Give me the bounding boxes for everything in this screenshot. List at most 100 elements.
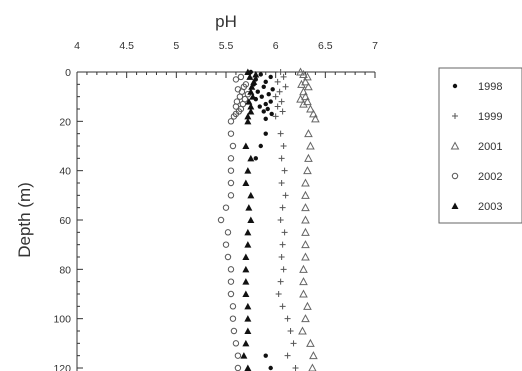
x-axis-label: pH <box>215 12 237 31</box>
point-2001 <box>301 215 310 224</box>
point-2002 <box>236 93 244 100</box>
point-2003 <box>244 327 252 334</box>
point-2002 <box>222 204 230 211</box>
point-2002 <box>230 113 238 120</box>
point-2003 <box>242 290 250 297</box>
point-2001 <box>299 277 308 286</box>
point-1998 <box>263 353 268 358</box>
point-2001 <box>301 77 310 86</box>
point-2001 <box>301 190 310 199</box>
point-1999 <box>276 88 283 95</box>
point-2002 <box>227 179 235 187</box>
point-2002 <box>227 167 235 174</box>
point-2002 <box>229 315 237 322</box>
point-1999 <box>280 143 287 149</box>
point-2001 <box>306 104 315 113</box>
point-2002 <box>234 86 242 93</box>
point-2003 <box>245 98 253 105</box>
point-2001 <box>301 252 310 261</box>
point-2001 <box>298 326 307 335</box>
point-2002 <box>227 278 235 285</box>
point-1998 <box>269 111 274 117</box>
point-1998 <box>263 79 268 85</box>
point-2002 <box>222 241 230 248</box>
point-2003 <box>247 107 255 115</box>
point-1998 <box>253 156 258 161</box>
point-2002 <box>227 118 235 125</box>
point-2001 <box>306 338 315 347</box>
point-2001 <box>306 141 315 150</box>
point-2003 <box>242 265 250 273</box>
point-2002 <box>234 364 242 371</box>
data-points <box>217 67 320 371</box>
point-2001 <box>299 99 308 108</box>
x-tick-label: 4.5 <box>119 40 134 52</box>
point-2002 <box>232 76 240 83</box>
point-1999 <box>282 192 289 199</box>
y-tick-label: 80 <box>59 264 71 276</box>
point-2003 <box>247 216 255 223</box>
point-1999 <box>272 93 279 100</box>
point-1999 <box>275 291 282 297</box>
point-2001 <box>296 94 305 103</box>
y-axis-label: Depth (m) <box>15 182 34 258</box>
point-2002 <box>224 253 232 261</box>
series-2001 <box>296 67 320 371</box>
point-1998 <box>259 94 264 99</box>
point-1999 <box>278 155 285 162</box>
y-tick-label: 40 <box>59 166 71 178</box>
legend-marker-1999 <box>452 113 458 119</box>
point-1999 <box>278 180 285 186</box>
point-2001 <box>301 314 310 323</box>
point-2001 <box>308 363 317 371</box>
y-tick-label: 0 <box>65 67 71 79</box>
point-1999 <box>280 266 287 273</box>
point-1998 <box>261 109 266 114</box>
point-1999 <box>281 167 288 174</box>
point-1999 <box>274 78 281 85</box>
point-2001 <box>299 264 308 273</box>
point-1999 <box>281 229 288 236</box>
point-2003 <box>242 253 250 260</box>
point-1999 <box>277 130 284 137</box>
point-1999 <box>287 328 294 334</box>
point-2002 <box>230 327 238 335</box>
point-2003 <box>247 154 255 162</box>
point-1999 <box>277 217 284 223</box>
point-2001 <box>303 166 312 175</box>
point-2003 <box>242 142 250 149</box>
point-2002 <box>234 352 242 359</box>
point-1998 <box>257 104 262 109</box>
x-tick-label: 4 <box>74 40 80 52</box>
x-tick-label: 5.5 <box>219 40 234 52</box>
point-1998 <box>263 116 268 122</box>
y-tick-label: 20 <box>59 116 71 128</box>
point-1998 <box>268 74 273 80</box>
point-2001 <box>309 109 318 118</box>
point-2003 <box>242 278 250 285</box>
point-2002 <box>217 216 225 224</box>
point-2003 <box>247 191 255 199</box>
point-1999 <box>284 315 291 322</box>
legend-label: 2002 <box>478 171 502 183</box>
point-1999 <box>277 69 284 75</box>
axes: 4 4.5 5 5.5 6 6.5 7 0 20 40 60 80 100 120 <box>53 40 378 371</box>
legend-item-1998: 1998 <box>452 81 502 93</box>
point-1999 <box>284 352 291 359</box>
point-2001 <box>311 114 320 123</box>
point-1999 <box>292 365 299 371</box>
point-2001 <box>304 153 313 162</box>
point-2003 <box>252 70 260 78</box>
series-2002 <box>217 73 252 371</box>
point-1998 <box>270 87 275 92</box>
point-2002 <box>237 73 245 81</box>
point-2002 <box>227 290 235 298</box>
point-2001 <box>303 72 312 81</box>
point-1998 <box>261 84 266 90</box>
legend-item-2002: 2002 <box>451 171 502 183</box>
point-2003 <box>244 68 252 75</box>
point-2003 <box>240 352 248 359</box>
point-2002 <box>224 229 232 236</box>
legend-label: 2003 <box>478 201 502 213</box>
legend-label: 2001 <box>478 141 502 153</box>
